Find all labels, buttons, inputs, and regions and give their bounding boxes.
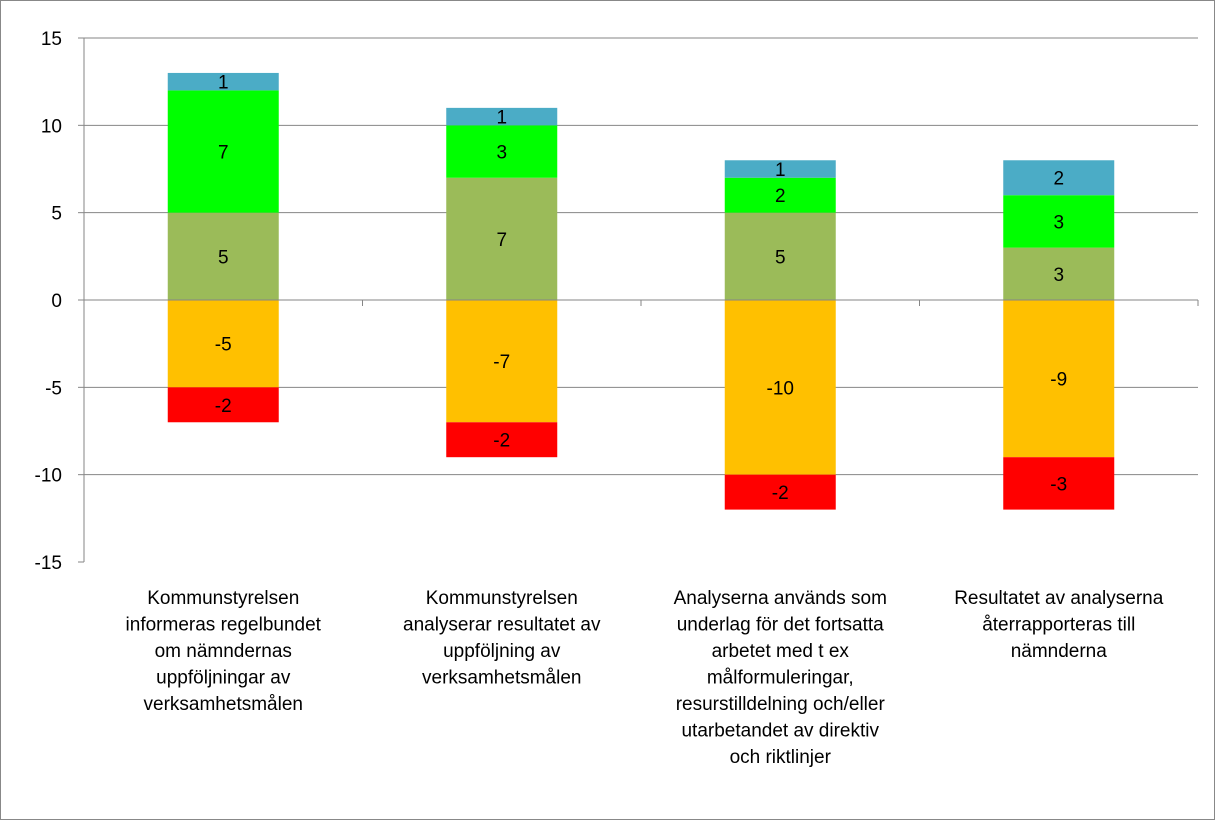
data-label: -10: [767, 378, 794, 399]
bar-segment: [724, 300, 836, 475]
y-tick-label: -10: [35, 466, 62, 487]
bar-segment: [167, 300, 279, 388]
data-label: 3: [1053, 265, 1064, 286]
data-label: 1: [496, 108, 507, 129]
y-tick-label: 5: [51, 204, 62, 225]
data-label: 1: [218, 73, 229, 94]
bar-segment: [446, 300, 558, 423]
bar-segment: [167, 72, 279, 91]
bar-segment: [1003, 160, 1115, 196]
data-label: -9: [1050, 370, 1067, 391]
category-labels: Kommunstyrelsen informeras regelbundet om …: [126, 588, 1164, 768]
data-label: -7: [493, 352, 510, 373]
bar-segment: [167, 212, 279, 300]
bar-segment: [1003, 300, 1115, 458]
data-label: 2: [775, 186, 786, 207]
category-label: Analyserna används som underlag för det f…: [674, 588, 887, 768]
bar-segment: [446, 107, 558, 126]
data-label: -2: [772, 483, 789, 504]
y-tick-label: -15: [35, 553, 62, 574]
data-label: -3: [1050, 474, 1067, 495]
data-label: 7: [218, 143, 229, 164]
data-label: 7: [496, 230, 507, 251]
bar-segment: [167, 387, 279, 423]
bar-segment: [724, 212, 836, 300]
data-label: -2: [215, 396, 232, 417]
data-label: 2: [1053, 169, 1064, 190]
bar-segment: [724, 474, 836, 510]
data-label: -2: [493, 431, 510, 452]
category-label: Resultatet av analyserna återrapporteras …: [954, 588, 1164, 662]
bar-segment: [724, 160, 836, 178]
data-label: 3: [496, 143, 507, 164]
bar-segment: [446, 177, 558, 300]
data-label: 1: [775, 160, 786, 181]
bar-segment: [1003, 247, 1115, 300]
data-label: 5: [775, 247, 786, 268]
bar-segment: [1003, 457, 1115, 510]
data-label: 5: [218, 247, 229, 268]
bar-segment: [1003, 195, 1115, 248]
data-label: 3: [1053, 212, 1064, 233]
y-tick-label: 0: [51, 291, 62, 312]
category-label: Kommunstyrelsen analyserar resultatet av u…: [403, 588, 601, 689]
y-tick-label: 10: [41, 116, 62, 137]
y-axis-ticks: 15 10 5 0 -5 -10 -15: [35, 29, 84, 574]
y-tick-label: -5: [45, 378, 62, 399]
data-label: -5: [215, 335, 232, 356]
bar-segment: [724, 177, 836, 213]
data-labels: 5 7 1 -5 -2 7 3 1 -7 -2 5 2 1 -10 -2 3 3 2 -9 -3: [215, 73, 1067, 504]
category-label: Kommunstyrelsen informeras regelbundet om …: [126, 588, 322, 715]
bar-segment: [446, 125, 558, 178]
bars: [167, 72, 1115, 510]
bar-segment: [446, 422, 558, 458]
y-tick-label: 15: [41, 29, 62, 50]
bar-segment: [167, 90, 279, 213]
